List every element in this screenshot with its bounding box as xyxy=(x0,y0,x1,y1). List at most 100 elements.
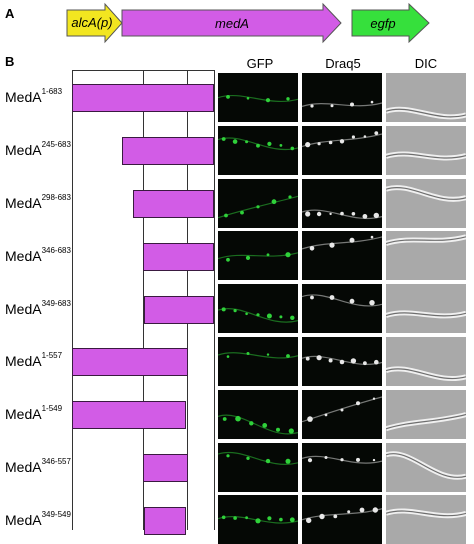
nucleus-spot xyxy=(279,143,283,147)
gfp-image xyxy=(218,389,298,439)
nucleus-spot xyxy=(221,307,226,312)
gfp-image xyxy=(218,125,298,175)
construct-label: MedA346-683 xyxy=(5,245,71,264)
hypha-edge xyxy=(386,236,466,245)
nucleus-spot xyxy=(256,143,260,148)
dic-image xyxy=(386,442,466,492)
hyphae-illustration xyxy=(218,414,298,435)
construct-range: 346-683 xyxy=(41,245,71,255)
construct-name: MedA xyxy=(5,300,42,317)
construct-range: 298-683 xyxy=(41,193,71,202)
nucleus-spot xyxy=(306,518,312,524)
construct-range: 1-683 xyxy=(41,87,63,97)
draq5-image xyxy=(302,125,382,175)
nucleus-spot xyxy=(265,98,271,103)
construct-name: MedA xyxy=(5,459,42,475)
nucleus-spot xyxy=(245,256,251,261)
meda-gene-label: medA xyxy=(215,16,249,31)
alca-promoter-arrow xyxy=(66,2,123,44)
hyphae-illustration xyxy=(218,94,298,103)
hypha-strand xyxy=(218,137,298,150)
hyphae-illustration xyxy=(218,194,298,218)
nucleus-spot xyxy=(221,515,226,520)
nucleus-spot xyxy=(307,416,313,422)
hypha-strand xyxy=(218,414,298,435)
hypha-strand xyxy=(302,102,382,107)
hypha-strand xyxy=(302,455,382,464)
draq5-image xyxy=(302,178,382,228)
nucleus-spot xyxy=(363,134,367,138)
construct-name: MedA xyxy=(5,142,42,159)
construct-label: MedA1-549 xyxy=(5,404,62,422)
nucleus-spot xyxy=(265,458,271,463)
nucleus-spot xyxy=(316,355,322,361)
construct-bar xyxy=(72,84,214,113)
nucleus-spot xyxy=(333,514,338,519)
nucleus-spot xyxy=(349,238,355,244)
hyphae-illustration xyxy=(302,507,382,524)
nucleus-spot xyxy=(350,102,354,107)
hypha-edge xyxy=(386,312,466,317)
construct-label: MedA1-683 xyxy=(5,87,63,106)
gfp-image xyxy=(218,73,298,122)
nucleus-spot xyxy=(328,358,333,363)
construct-range: 349-683 xyxy=(41,298,71,308)
draq5-image xyxy=(302,495,382,544)
nucleus-spot xyxy=(305,141,311,147)
nucleus-spot xyxy=(372,507,378,514)
hypha-edge xyxy=(386,413,466,430)
construct-name: MedA xyxy=(5,353,42,370)
nucleus-spot xyxy=(246,97,250,100)
hyphae-illustration xyxy=(386,234,466,247)
dic-image xyxy=(386,495,466,544)
nucleus-spot xyxy=(279,315,283,319)
hypha-strand xyxy=(218,352,298,359)
nucleus-spot xyxy=(240,210,244,215)
nucleus-spot xyxy=(372,458,376,461)
nucleus-spot xyxy=(256,313,260,317)
column-header-draq5: Draq5 xyxy=(325,56,361,71)
nucleus-spot xyxy=(351,135,355,139)
nucleus-spot xyxy=(305,356,310,361)
construct-diagram: alcA(p) medA egfp xyxy=(66,2,430,44)
hyphae-illustration xyxy=(302,130,382,147)
hyphae-illustration xyxy=(386,310,466,319)
dic-image xyxy=(386,178,466,228)
hyphae-illustration xyxy=(386,366,466,381)
nucleus-spot xyxy=(324,413,328,417)
draq5-image xyxy=(302,231,382,281)
hypha-strand xyxy=(218,451,298,465)
nucleus-spot xyxy=(373,212,379,218)
nucleus-spot xyxy=(374,130,379,135)
nucleus-spot xyxy=(339,138,345,144)
nucleus-spot xyxy=(317,141,321,146)
hyphae-illustration xyxy=(302,209,382,219)
nucleus-spot xyxy=(310,104,314,108)
nucleus-spot xyxy=(245,516,248,520)
meda-gene-arrow xyxy=(121,2,342,44)
dic-image xyxy=(386,73,466,122)
hyphae-illustration xyxy=(386,151,466,161)
panel-a-letter: A xyxy=(5,6,15,21)
hypha-strand xyxy=(302,209,382,219)
dic-image xyxy=(386,231,466,281)
construct-bar xyxy=(133,190,214,218)
diagram-guide-line xyxy=(72,70,73,530)
construct-bar xyxy=(143,295,214,324)
nucleus-spot xyxy=(285,458,291,464)
nucleus-spot xyxy=(286,97,290,101)
nucleus-spot xyxy=(267,141,272,146)
nucleus-spot xyxy=(279,518,283,522)
hypha-edge xyxy=(386,510,466,517)
nucleus-spot xyxy=(340,457,344,461)
construct-range: 349-549 xyxy=(41,509,71,519)
gfp-image xyxy=(218,284,298,334)
hypha-edge xyxy=(386,153,466,159)
dic-image xyxy=(386,125,466,175)
nucleus-spot xyxy=(222,416,227,421)
construct-name: MedA xyxy=(5,89,42,106)
nucleus-spot xyxy=(255,518,261,524)
hypha-outline xyxy=(386,450,466,480)
hypha-edge xyxy=(386,186,466,200)
nucleus-spot xyxy=(359,507,365,513)
